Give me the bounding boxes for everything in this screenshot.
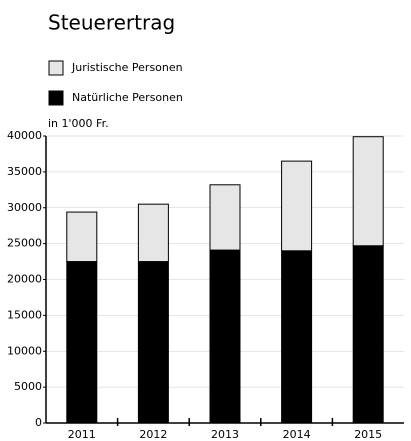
y-tick-label: 15000 — [7, 308, 42, 321]
y-tick-label: 35000 — [7, 165, 42, 178]
bar-segment — [209, 184, 241, 251]
bar-segment — [66, 261, 98, 424]
x-tick-label: 2013 — [211, 428, 239, 441]
y-tick-label: 40000 — [7, 129, 42, 142]
y-tick-label: 25000 — [7, 237, 42, 250]
bar-segment — [137, 261, 169, 424]
bar-segment — [352, 136, 384, 247]
x-tick-label: 2012 — [139, 428, 167, 441]
bar-segment — [137, 203, 169, 263]
y-tick-label: 20000 — [7, 273, 42, 286]
unit-label: in 1'000 Fr. — [48, 117, 109, 130]
bar-segment — [281, 160, 313, 252]
x-tick-label: 2015 — [354, 428, 382, 441]
legend-label: Natürliche Personen — [72, 91, 183, 104]
legend-swatch — [48, 60, 64, 76]
legend-label: Juristische Personen — [71, 61, 183, 74]
bar-segment — [281, 250, 313, 424]
bar-segment — [352, 245, 384, 424]
legend-swatch — [48, 90, 64, 106]
chart-title: Steuerertrag — [48, 11, 175, 35]
bar-segment — [209, 249, 241, 424]
y-tick-label: 5000 — [14, 380, 42, 393]
bar-segment — [66, 211, 98, 263]
y-tick-label: 0 — [35, 416, 42, 429]
y-tick-label: 10000 — [7, 344, 42, 357]
x-tick-label: 2014 — [283, 428, 311, 441]
x-tick-label: 2011 — [68, 428, 96, 441]
y-tick-label: 30000 — [7, 201, 42, 214]
